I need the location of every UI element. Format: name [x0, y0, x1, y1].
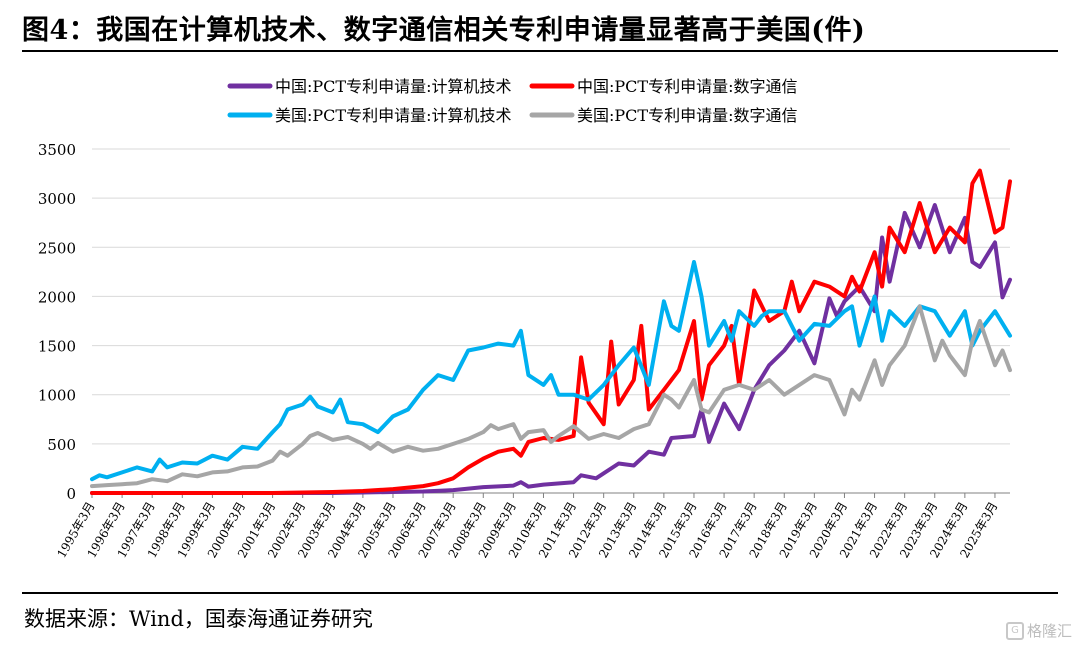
y-tick-label: 1500 — [38, 338, 76, 356]
title-rule — [22, 50, 1058, 52]
y-tick-label: 2500 — [38, 239, 76, 257]
y-tick-label: 500 — [47, 436, 76, 454]
watermark-logo-icon: G — [1005, 621, 1024, 640]
y-tick-label: 3500 — [38, 141, 76, 159]
legend-label: 美国:PCT专利申请量:计算机技术 — [275, 106, 511, 125]
source-note: 数据来源：Wind，国泰海通证券研究 — [24, 607, 373, 631]
source-rule — [22, 592, 1058, 594]
series-line-4 — [90, 304, 1012, 489]
watermark: G 格隆汇 — [1005, 620, 1072, 641]
y-tick-label: 3000 — [38, 190, 76, 208]
y-tick-label: 0 — [66, 485, 76, 503]
series-line-2 — [90, 168, 1012, 495]
series-line-1 — [90, 203, 1012, 495]
legend-label: 美国:PCT专利申请量:数字通信 — [577, 106, 797, 125]
watermark-text: 格隆汇 — [1026, 622, 1072, 640]
legend-label: 中国:PCT专利申请量:数字通信 — [577, 77, 797, 96]
series-line-3 — [90, 260, 1012, 482]
y-tick-label: 1000 — [38, 387, 76, 405]
chart-title: 图4：我国在计算机技术、数字通信相关专利申请量显著高于美国(件) — [22, 15, 866, 46]
legend-label: 中国:PCT专利申请量:计算机技术 — [275, 77, 511, 96]
y-tick-label: 2000 — [38, 288, 76, 306]
